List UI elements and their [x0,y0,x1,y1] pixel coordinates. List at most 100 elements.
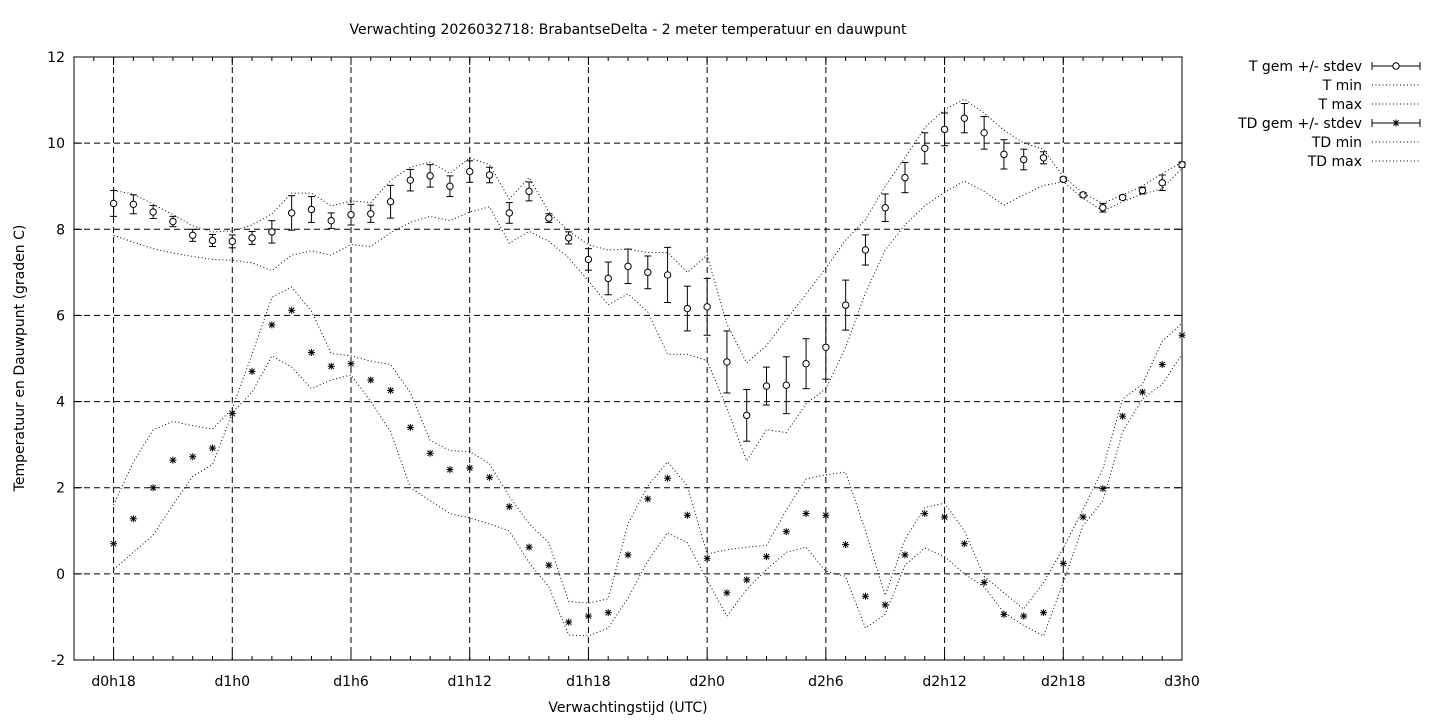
data-point [327,216,335,225]
series-layer [109,98,1186,637]
data-point [248,234,256,242]
legend-label: TD min [1311,135,1362,151]
legend: T gem +/- stdev T min T max TD gem +/- stde… [1237,59,1421,170]
chart-title: Verwachting 2026032718: BrabantseDelta -… [349,22,907,38]
data-point [683,511,691,519]
legend-label: TD max [1307,154,1362,170]
data-point [861,246,870,254]
data-point [525,187,533,196]
data-point [941,513,949,521]
y-tick-label: 0 [56,567,65,583]
data-point [406,423,414,431]
x-tick-label: d2h12 [922,674,966,690]
data-point [802,359,810,368]
data-point [466,167,474,176]
data-point [980,129,988,137]
legend-label: T gem +/- stdev [1248,59,1362,75]
data-point [406,176,415,184]
y-tick-label: 6 [56,308,65,324]
data-point [169,217,177,226]
series-0 [109,103,1186,442]
data-point [307,205,316,214]
series-line [113,167,1183,463]
data-point [209,444,216,452]
data-point [921,510,929,518]
data-point [644,268,652,277]
y-tick-label: -2 [51,653,65,669]
data-point [703,554,711,562]
data-point [1040,609,1047,617]
data-point [426,449,434,457]
data-point [189,453,197,461]
x-tick-label: d2h0 [689,674,725,690]
data-point [446,466,454,474]
data-point [1000,610,1008,618]
legend-label: T min [1322,78,1362,94]
data-point [802,510,810,518]
x-tick-label: d1h0 [214,674,250,690]
data-point [307,348,315,356]
data-point [109,199,118,208]
data-point [1158,179,1166,187]
data-point [584,255,593,264]
series-3 [110,306,1186,626]
data-point [763,553,770,561]
data-point [822,511,830,519]
x-tick-label: d1h18 [566,674,610,690]
data-point [861,592,869,600]
plot-frame [73,56,1183,661]
data-point [723,589,731,597]
legend-label: TD gem +/- stdev [1237,116,1362,132]
data-point [228,237,236,246]
x-axis: d0h18 d1h0 d1h6 d1h12 d1h18 d2h0 d2h6 d2h12 d2h1… [73,57,1200,690]
data-point [822,343,830,352]
data-point [1000,150,1008,159]
legend-swatch [1371,62,1421,70]
data-point [169,456,177,464]
y-tick-label: 12 [47,50,65,66]
data-point [782,381,790,389]
y-tick-label: 4 [56,395,65,411]
data-point [842,541,850,549]
data-point [485,171,494,179]
data-point [149,484,157,492]
data-point [881,204,889,212]
data-point [1158,361,1166,369]
data-point [604,609,612,617]
data-point [486,473,493,481]
data-point [1178,160,1186,169]
data-point [505,209,513,217]
series-line [113,353,1183,637]
data-point [208,236,217,245]
data-point [664,474,672,482]
data-point [505,503,513,511]
data-point [1039,154,1048,162]
data-point [1020,612,1028,620]
data-point [960,540,968,548]
data-point [367,210,375,218]
series-line [113,286,1183,610]
grid [74,57,1183,660]
x-tick-label: d2h6 [808,674,844,690]
data-point [901,551,909,559]
data-point [268,228,276,236]
data-point [565,618,573,626]
data-point [1099,204,1107,212]
data-point [1059,560,1067,568]
data-point [663,271,672,279]
legend-swatch [1371,119,1421,127]
data-point [1392,62,1400,70]
data-point [287,209,296,217]
x-tick-label: d0h18 [91,674,135,690]
y-tick-label: 10 [47,136,65,152]
x-tick-label: d1h6 [333,674,369,690]
data-point [149,208,157,216]
x-tick-label: d2h18 [1041,674,1085,690]
data-point [228,410,236,418]
data-point [129,515,137,523]
data-point [683,304,692,313]
series-1 [113,167,1183,463]
data-point [841,301,850,309]
series-5 [113,286,1183,610]
y-tick-label: 8 [56,222,65,238]
